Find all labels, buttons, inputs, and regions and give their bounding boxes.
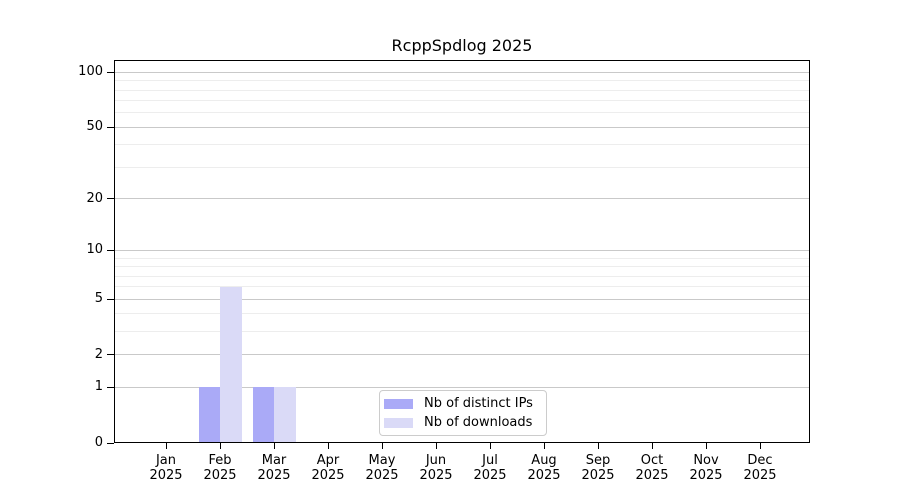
x-tick bbox=[273, 443, 275, 449]
y-gridline-minor bbox=[115, 257, 809, 259]
y-tick-label: 1 bbox=[94, 379, 103, 395]
x-tick bbox=[219, 443, 221, 449]
x-tick-year: 2025 bbox=[365, 468, 399, 483]
y-gridline-major bbox=[115, 354, 809, 356]
x-tick-label: Aug 2025 bbox=[504, 453, 584, 483]
y-gridline-major bbox=[115, 249, 809, 251]
x-tick-month: Mar bbox=[261, 453, 287, 468]
x-tick-year: 2025 bbox=[689, 468, 723, 483]
x-tick-year: 2025 bbox=[581, 468, 615, 483]
bar-distinct-ips bbox=[198, 387, 220, 443]
y-gridline-minor bbox=[115, 286, 809, 288]
legend-item-downloads: Nb of downloads bbox=[384, 414, 538, 431]
x-tick bbox=[435, 443, 437, 449]
y-gridline-major bbox=[115, 198, 809, 200]
plot-border bbox=[114, 60, 810, 443]
y-gridline-major bbox=[115, 126, 809, 128]
x-tick-year: 2025 bbox=[419, 468, 453, 483]
x-tick-year: 2025 bbox=[743, 468, 777, 483]
x-tick-month: Feb bbox=[208, 453, 232, 468]
x-tick bbox=[165, 443, 167, 449]
x-tick-label: Jul 2025 bbox=[450, 453, 530, 483]
y-tick bbox=[107, 354, 114, 356]
x-tick bbox=[543, 443, 545, 449]
y-tick-label: 2 bbox=[94, 346, 103, 362]
x-tick-label: Jun 2025 bbox=[396, 453, 476, 483]
y-tick bbox=[107, 298, 114, 300]
y-tick-label: 100 bbox=[78, 64, 103, 80]
x-tick-month: Apr bbox=[316, 453, 340, 468]
x-tick bbox=[381, 443, 383, 449]
y-tick bbox=[107, 386, 114, 388]
x-tick bbox=[327, 443, 329, 449]
y-gridline-minor bbox=[115, 89, 809, 91]
y-tick bbox=[107, 249, 114, 251]
bar-downloads bbox=[274, 387, 296, 443]
x-tick-label: Apr 2025 bbox=[288, 453, 368, 483]
y-gridline-minor bbox=[115, 80, 809, 82]
legend-label-downloads: Nb of downloads bbox=[424, 415, 533, 430]
bar-downloads bbox=[220, 286, 242, 443]
y-gridline-minor bbox=[115, 275, 809, 277]
y-tick bbox=[107, 126, 114, 128]
x-tick bbox=[489, 443, 491, 449]
y-tick bbox=[107, 71, 114, 73]
y-gridline-major bbox=[115, 386, 809, 388]
x-tick-label: May 2025 bbox=[342, 453, 422, 483]
y-tick-label: 20 bbox=[86, 190, 103, 206]
x-tick-label: Nov 2025 bbox=[666, 453, 746, 483]
x-tick-label: Mar 2025 bbox=[234, 453, 314, 483]
x-tick bbox=[759, 443, 761, 449]
y-tick bbox=[107, 198, 114, 200]
y-tick-label: 5 bbox=[94, 291, 103, 307]
x-tick-month: Jan bbox=[155, 453, 177, 468]
x-tick-year: 2025 bbox=[149, 468, 183, 483]
x-tick-year: 2025 bbox=[635, 468, 669, 483]
x-tick-month: Sep bbox=[585, 453, 611, 468]
x-tick-label: Feb 2025 bbox=[180, 453, 260, 483]
x-tick-month: Dec bbox=[747, 453, 773, 468]
x-tick-label: Oct 2025 bbox=[612, 453, 692, 483]
x-tick-label: Sep 2025 bbox=[558, 453, 638, 483]
x-tick-month: Jun bbox=[425, 453, 447, 468]
y-gridline-minor bbox=[115, 166, 809, 168]
x-tick-month: Jul bbox=[482, 453, 498, 468]
y-gridline-minor bbox=[115, 144, 809, 146]
legend-item-distinct-ips: Nb of distinct IPs bbox=[384, 395, 538, 412]
x-tick-month: Oct bbox=[640, 453, 664, 468]
x-tick-year: 2025 bbox=[527, 468, 561, 483]
x-tick-month: Nov bbox=[693, 453, 719, 468]
y-tick-label: 10 bbox=[86, 242, 103, 258]
x-tick bbox=[651, 443, 653, 449]
x-tick bbox=[597, 443, 599, 449]
x-tick-year: 2025 bbox=[311, 468, 345, 483]
x-tick-year: 2025 bbox=[203, 468, 237, 483]
legend-swatch-downloads bbox=[384, 417, 413, 428]
x-tick-year: 2025 bbox=[473, 468, 507, 483]
bar-distinct-ips bbox=[252, 387, 274, 443]
y-gridline-minor bbox=[115, 100, 809, 102]
x-tick-label: Jan 2025 bbox=[126, 453, 206, 483]
y-gridline-major bbox=[115, 71, 809, 73]
x-tick-month: May bbox=[368, 453, 396, 468]
x-tick-label: Dec 2025 bbox=[720, 453, 800, 483]
y-gridline-minor bbox=[115, 112, 809, 114]
y-gridline-minor bbox=[115, 266, 809, 268]
y-gridline-minor bbox=[115, 313, 809, 315]
legend-label-distinct-ips: Nb of distinct IPs bbox=[424, 396, 533, 411]
y-tick bbox=[107, 442, 114, 444]
legend-swatch-distinct-ips bbox=[384, 398, 413, 409]
y-gridline-minor bbox=[115, 331, 809, 333]
x-tick-month: Aug bbox=[531, 453, 557, 468]
chart-title: RcppSpdlog 2025 bbox=[391, 36, 533, 55]
legend: Nb of distinct IPs Nb of downloads bbox=[379, 390, 547, 436]
x-tick-year: 2025 bbox=[257, 468, 291, 483]
y-tick-label: 50 bbox=[86, 119, 103, 135]
y-tick-label: 0 bbox=[94, 435, 103, 450]
x-tick bbox=[705, 443, 707, 449]
y-gridline-major bbox=[115, 298, 809, 300]
